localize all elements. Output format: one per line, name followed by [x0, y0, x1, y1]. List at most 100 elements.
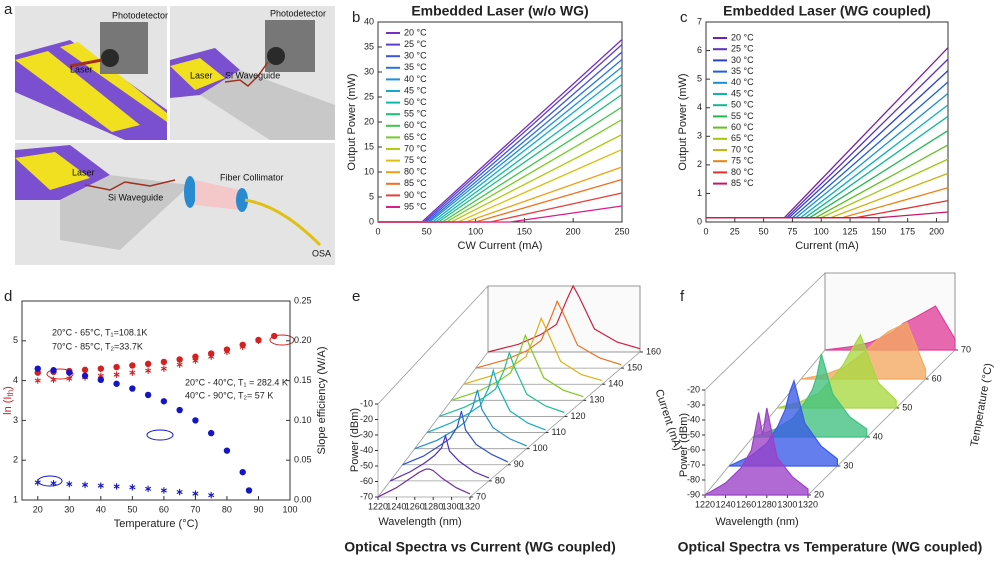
- y2-tick-label: 0.20: [294, 335, 312, 345]
- illu-label: Laser: [70, 64, 93, 74]
- y-tick-label: 2: [13, 455, 18, 465]
- illustration: a Photodetector Photodetector Laser Lase…: [4, 1, 335, 265]
- circle-marker: [144, 360, 152, 368]
- star-marker: [239, 343, 246, 350]
- y-tick-label: 5: [697, 74, 702, 84]
- x-tick-label: 80: [222, 504, 232, 514]
- y-tick-label: 3: [697, 131, 702, 141]
- chart-title: Optical Spectra vs Current (WG coupled): [344, 539, 616, 555]
- frame-line: [704, 272, 826, 391]
- x-tick-label: 60: [159, 504, 169, 514]
- y2-tick-label: 0.05: [294, 455, 312, 465]
- spectrum-line: [487, 284, 641, 353]
- x-tick-label: 1300: [442, 501, 462, 511]
- frame-line: [807, 349, 956, 496]
- x-axis-label: Wavelength (nm): [715, 516, 798, 528]
- x-tick-label: 1260: [736, 499, 756, 509]
- axis-marker: [269, 334, 295, 346]
- star-marker: [113, 371, 120, 378]
- star-marker: [176, 488, 183, 496]
- legend-label: 50 °C: [731, 100, 754, 110]
- legend-label: 90 °C: [404, 190, 427, 200]
- y-tick-label: -80: [687, 474, 700, 484]
- legend-label: 50 °C: [404, 97, 427, 107]
- x-axis-label: Wavelength (nm): [378, 516, 461, 528]
- z-tick-label: 150: [627, 362, 642, 372]
- y-tick-label: 1: [697, 188, 702, 198]
- legend-label: 45 °C: [731, 88, 754, 98]
- z-tick-label: 70: [961, 344, 971, 354]
- legend-label: 95 °C: [404, 201, 427, 211]
- x-tick-label: 100: [814, 226, 829, 236]
- x-tick-label: 20: [33, 504, 43, 514]
- x-tick-label: 90: [253, 504, 263, 514]
- axis-marker: [37, 475, 63, 487]
- panel-label: a: [4, 1, 13, 18]
- legend-label: 35 °C: [404, 62, 427, 72]
- y-tick-label: -10: [360, 398, 373, 408]
- fiber: [244, 198, 322, 247]
- y-tick-label: 25: [364, 91, 374, 101]
- legend-label: 20 °C: [731, 32, 754, 42]
- y-tick-label: -90: [687, 489, 700, 499]
- star-marker: [208, 353, 215, 360]
- illu-label: Laser: [72, 167, 95, 177]
- z-tick-label: 90: [514, 459, 524, 469]
- star-marker: [176, 361, 183, 368]
- star-marker: [160, 487, 167, 494]
- y-tick-label: 5: [13, 335, 18, 345]
- circle-marker: [144, 391, 152, 399]
- x-tick-label: 25: [730, 226, 740, 236]
- spectrum-line: [463, 316, 603, 385]
- x-tick-label: 1280: [757, 499, 777, 509]
- legend-label: 60 °C: [731, 122, 754, 132]
- spectrum-line: [451, 333, 584, 401]
- legend-label: 85 °C: [404, 178, 427, 188]
- y2-axis-label: Slope efficiency (W/A): [316, 346, 328, 454]
- y-tick-label: 35: [364, 41, 374, 51]
- beam: [69, 58, 103, 68]
- y-tick-label: 1: [13, 494, 18, 504]
- y-tick-label: 3: [13, 415, 18, 425]
- y-tick-label: 2: [697, 159, 702, 169]
- y-tick-label: -70: [687, 459, 700, 469]
- panel-label: b: [352, 9, 360, 26]
- star-marker: [129, 369, 136, 376]
- annotation: 20°C - 40°C, T₁ = 282.4 K: [185, 377, 288, 387]
- y-tick-label: -20: [360, 414, 373, 424]
- legend-label: 75 °C: [404, 155, 427, 165]
- axis-marker: [146, 429, 174, 441]
- x-tick-label: 0: [703, 226, 708, 236]
- y-axis-label-part: ln (I: [2, 397, 14, 415]
- star-marker: [50, 376, 57, 384]
- x-tick-label: 1220: [368, 501, 388, 511]
- circle-marker: [66, 369, 73, 376]
- axis-marker: [46, 368, 74, 380]
- y2-tick-label: 0.10: [294, 415, 312, 425]
- star-marker: [255, 337, 262, 344]
- illu-label: Si Waveguide: [225, 70, 280, 80]
- lens: [236, 188, 248, 212]
- si-block: [200, 70, 335, 140]
- waveguide: [84, 179, 176, 191]
- y-axis-label: Output Power (mW): [346, 73, 358, 170]
- annotation: 40°C - 90°C, T₂= 57 K: [185, 390, 273, 400]
- z-tick-label: 100: [533, 443, 548, 453]
- z-tick-label: 30: [843, 460, 853, 470]
- circle-marker: [192, 417, 199, 424]
- circle-marker: [176, 406, 183, 414]
- legend-label: 80 °C: [404, 167, 427, 177]
- circle-marker: [50, 367, 57, 374]
- z-tick-label: 160: [646, 346, 661, 356]
- legend-label: 80 °C: [731, 167, 754, 177]
- star-marker: [160, 365, 167, 372]
- legend-label: 65 °C: [404, 132, 427, 142]
- x-tick-label: 250: [614, 226, 629, 236]
- x-tick-label: 1320: [460, 501, 480, 511]
- circle-marker: [160, 398, 168, 405]
- circle-marker: [129, 385, 136, 392]
- star-marker: [82, 481, 89, 489]
- x-tick-label: 70: [190, 504, 200, 514]
- legend-label: 25 °C: [404, 39, 427, 49]
- y-tick-label: 6: [697, 45, 702, 55]
